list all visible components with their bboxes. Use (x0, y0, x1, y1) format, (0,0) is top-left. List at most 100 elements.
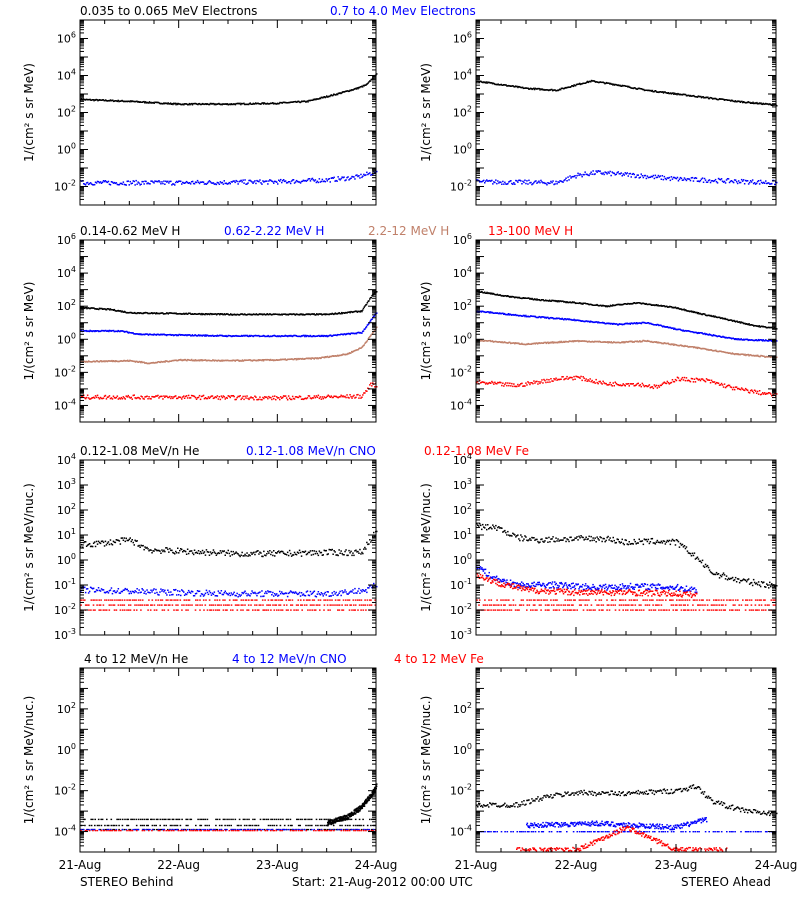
data-point (283, 101, 286, 104)
data-point (198, 360, 201, 362)
data-point (652, 323, 654, 326)
data-point (495, 340, 497, 343)
data-point (716, 98, 719, 101)
data-point (753, 102, 755, 105)
data-point (155, 333, 157, 336)
data-point (140, 333, 143, 336)
data-point (366, 340, 369, 342)
data-point (175, 334, 177, 336)
data-point (366, 390, 368, 392)
data-point (583, 377, 585, 379)
data-point (85, 182, 88, 184)
data-point (674, 344, 677, 346)
data-point (484, 182, 486, 184)
data-point (723, 351, 725, 353)
data-point (146, 312, 148, 314)
data-point (162, 334, 164, 336)
data-point (153, 182, 155, 184)
data-point (232, 180, 234, 182)
data-point (276, 335, 279, 337)
data-point (767, 103, 769, 105)
data-point (149, 312, 151, 315)
data-point (676, 376, 679, 379)
data-point (99, 330, 101, 333)
data-point (545, 381, 547, 384)
data-point (101, 397, 104, 400)
data-point (96, 308, 98, 310)
data-point (194, 102, 197, 105)
data-point (128, 312, 130, 314)
data-point (604, 305, 606, 307)
data-point (593, 173, 595, 176)
data-point (194, 334, 196, 336)
data-point (753, 339, 755, 342)
data-point (571, 176, 573, 178)
data-point (567, 318, 570, 321)
data-point (172, 359, 175, 362)
data-point (658, 91, 661, 93)
data-point (235, 334, 237, 337)
legend-label: 13-100 MeV H (488, 224, 573, 238)
data-point (714, 383, 717, 385)
data-point (514, 296, 516, 299)
data-point (138, 182, 140, 184)
data-point (703, 380, 706, 382)
data-point (272, 313, 275, 315)
data-point (601, 173, 603, 175)
data-point (511, 342, 514, 344)
data-point (297, 396, 300, 399)
data-point (141, 101, 144, 103)
data-point (637, 382, 639, 385)
data-point (351, 397, 353, 399)
data-point (748, 323, 750, 325)
legend-label: 0.035 to 0.065 MeV Electrons (80, 4, 257, 18)
data-point (160, 183, 162, 185)
data-point (672, 92, 674, 94)
data-point (276, 103, 278, 105)
data-point (137, 101, 139, 103)
data-point (308, 313, 311, 315)
data-point (654, 385, 657, 388)
data-point (200, 313, 202, 316)
data-point (524, 179, 526, 181)
data-point (368, 322, 370, 325)
data-point (604, 322, 606, 325)
data-point (726, 385, 729, 387)
data-point (179, 312, 181, 315)
data-point (305, 397, 308, 400)
data-point (771, 394, 773, 397)
data-point (586, 173, 588, 176)
data-point (364, 305, 366, 307)
data-point (244, 334, 247, 337)
data-point (373, 330, 376, 332)
data-point (590, 303, 593, 306)
data-point (665, 92, 667, 94)
data-point (109, 184, 112, 186)
data-point (372, 315, 375, 318)
data-point (717, 350, 719, 353)
data-point (622, 85, 624, 87)
data-point (326, 355, 329, 358)
data-point (359, 177, 361, 179)
data-point (327, 178, 329, 181)
data-point (572, 319, 575, 321)
data-point (561, 341, 563, 344)
data-point (728, 336, 730, 339)
data-point (755, 354, 757, 357)
data-point (142, 180, 144, 183)
data-point (685, 345, 687, 347)
data-point (586, 320, 589, 323)
data-point (92, 99, 94, 101)
data-point (495, 312, 498, 314)
data-point (624, 303, 626, 305)
data-point (549, 381, 551, 383)
data-point (514, 183, 516, 185)
data-point (122, 360, 124, 362)
data-point (354, 349, 357, 352)
data-point (528, 297, 530, 299)
data-point (197, 334, 200, 336)
data-point (344, 312, 346, 314)
data-point (323, 334, 326, 337)
data-point (199, 398, 202, 401)
data-point (755, 339, 757, 341)
